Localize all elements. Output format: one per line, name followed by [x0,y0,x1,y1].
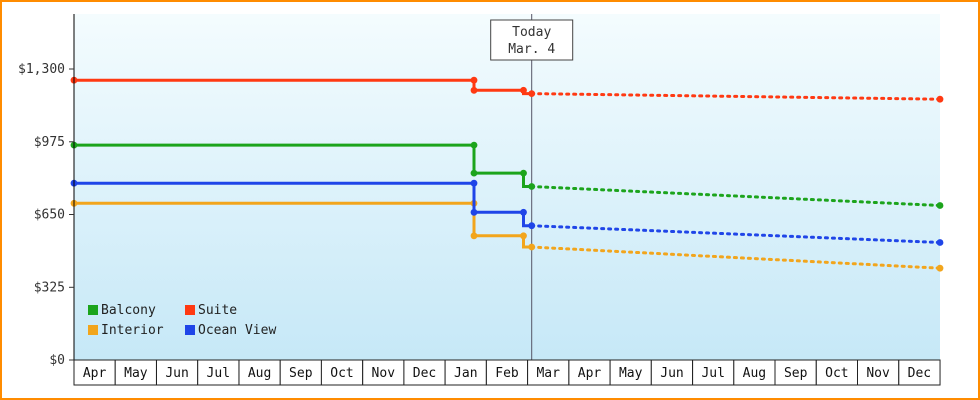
month-cell-20 [898,359,941,386]
month-label: Jun [660,366,683,381]
month-label: Apr [578,366,602,381]
series-marker-suite [470,76,478,84]
month-cell-19 [857,359,900,386]
series-forecast-line-suite [530,92,942,101]
legend-label-ocean-view: Ocean View [198,323,276,338]
month-cell-6 [320,359,364,386]
month-cell-18 [815,359,859,386]
legend-swatch-interior [88,325,98,335]
series-line-balcony [74,143,532,188]
plot-background-layer [74,14,940,360]
month-cell-4 [238,359,281,386]
legend: Balcony Suite Interior Ocean View [88,303,276,338]
today-label-line1: Today [512,25,551,40]
series-line-suite [74,78,532,96]
legend-swatch-ocean-view [185,325,195,335]
today-label-line2: Mar. 4 [508,42,555,57]
legend-label-interior: Interior [101,323,164,338]
month-cell-16 [733,359,776,386]
legend-swatch-suite [185,305,195,315]
plot-area-background [74,14,940,360]
series-marker-interior [528,243,536,251]
month-label: Jul [701,366,724,381]
month-cell-5 [279,359,322,386]
month-cell-0 [73,359,116,386]
legend-label-suite: Suite [198,303,237,318]
month-label: Jun [165,366,188,381]
y-tick-label: $1,300 [18,62,65,77]
month-label: Dec [908,366,931,381]
series-marker-ocean-view [936,239,944,246]
series-layer [70,76,944,272]
month-cell-13 [609,359,652,386]
legend-swatch-balcony [88,305,98,315]
month-label: Aug [743,366,766,381]
month-label: Mar [536,366,560,381]
month-cell-2 [156,359,199,386]
y-tick-label: $325 [34,280,65,295]
month-label: Nov [866,366,890,381]
series-marker-balcony [528,183,536,190]
series-marker-suite [520,86,527,94]
series-line-interior [74,201,532,249]
series-forecast-line-balcony [530,185,942,207]
month-cell-10 [485,359,529,386]
legend-label-balcony: Balcony [101,303,156,318]
series-marker-interior [520,232,527,240]
month-label: May [124,366,148,381]
month-label: Oct [825,366,848,381]
series-marker-interior [936,264,944,272]
month-cell-9 [444,359,487,386]
month-label: Jul [207,366,230,381]
month-label: Sep [289,366,313,381]
series-marker-balcony [520,169,527,177]
axes-layer: $0 $325 $650 $975 $1,300 [18,14,75,385]
series-marker-ocean-view [520,208,527,216]
month-label: May [619,366,643,381]
month-cell-15 [692,359,735,386]
series-forecast-line-interior [530,245,942,270]
today-marker-label: Today Mar. 4 [490,19,574,61]
series-marker-suite [470,86,478,94]
series-marker-suite [528,90,536,97]
month-axis-layer: Apr May Jun Jul Aug Sep Oct Nov Dec Jan Feb Mar Apr M… [73,359,941,386]
series-marker-ocean-view [470,208,478,216]
month-cell-3 [197,359,240,386]
series-marker-ocean-view [470,179,478,187]
y-tick-label: $975 [34,135,65,150]
today-label-box [490,19,574,61]
month-label: Nov [372,366,396,381]
series-marker-balcony [936,202,944,209]
month-label: Dec [413,366,436,381]
month-label: Feb [495,366,519,381]
month-label: Jan [454,366,477,381]
y-tick-label: $650 [34,208,65,223]
series-marker-balcony [470,141,478,149]
series-marker-suite [936,95,944,103]
y-tick-label: $0 [49,353,65,368]
month-label: Sep [784,366,808,381]
month-cell-7 [362,359,405,386]
month-label: Aug [248,366,271,381]
series-marker-balcony [470,169,478,177]
series-marker-ocean-view [528,222,536,230]
series-marker-interior [470,232,478,240]
month-cell-11 [527,359,570,386]
series-line-ocean-view [74,181,532,228]
series-forecast-line-ocean-view [530,224,942,244]
month-label: Apr [83,366,107,381]
month-label: Oct [330,366,353,381]
